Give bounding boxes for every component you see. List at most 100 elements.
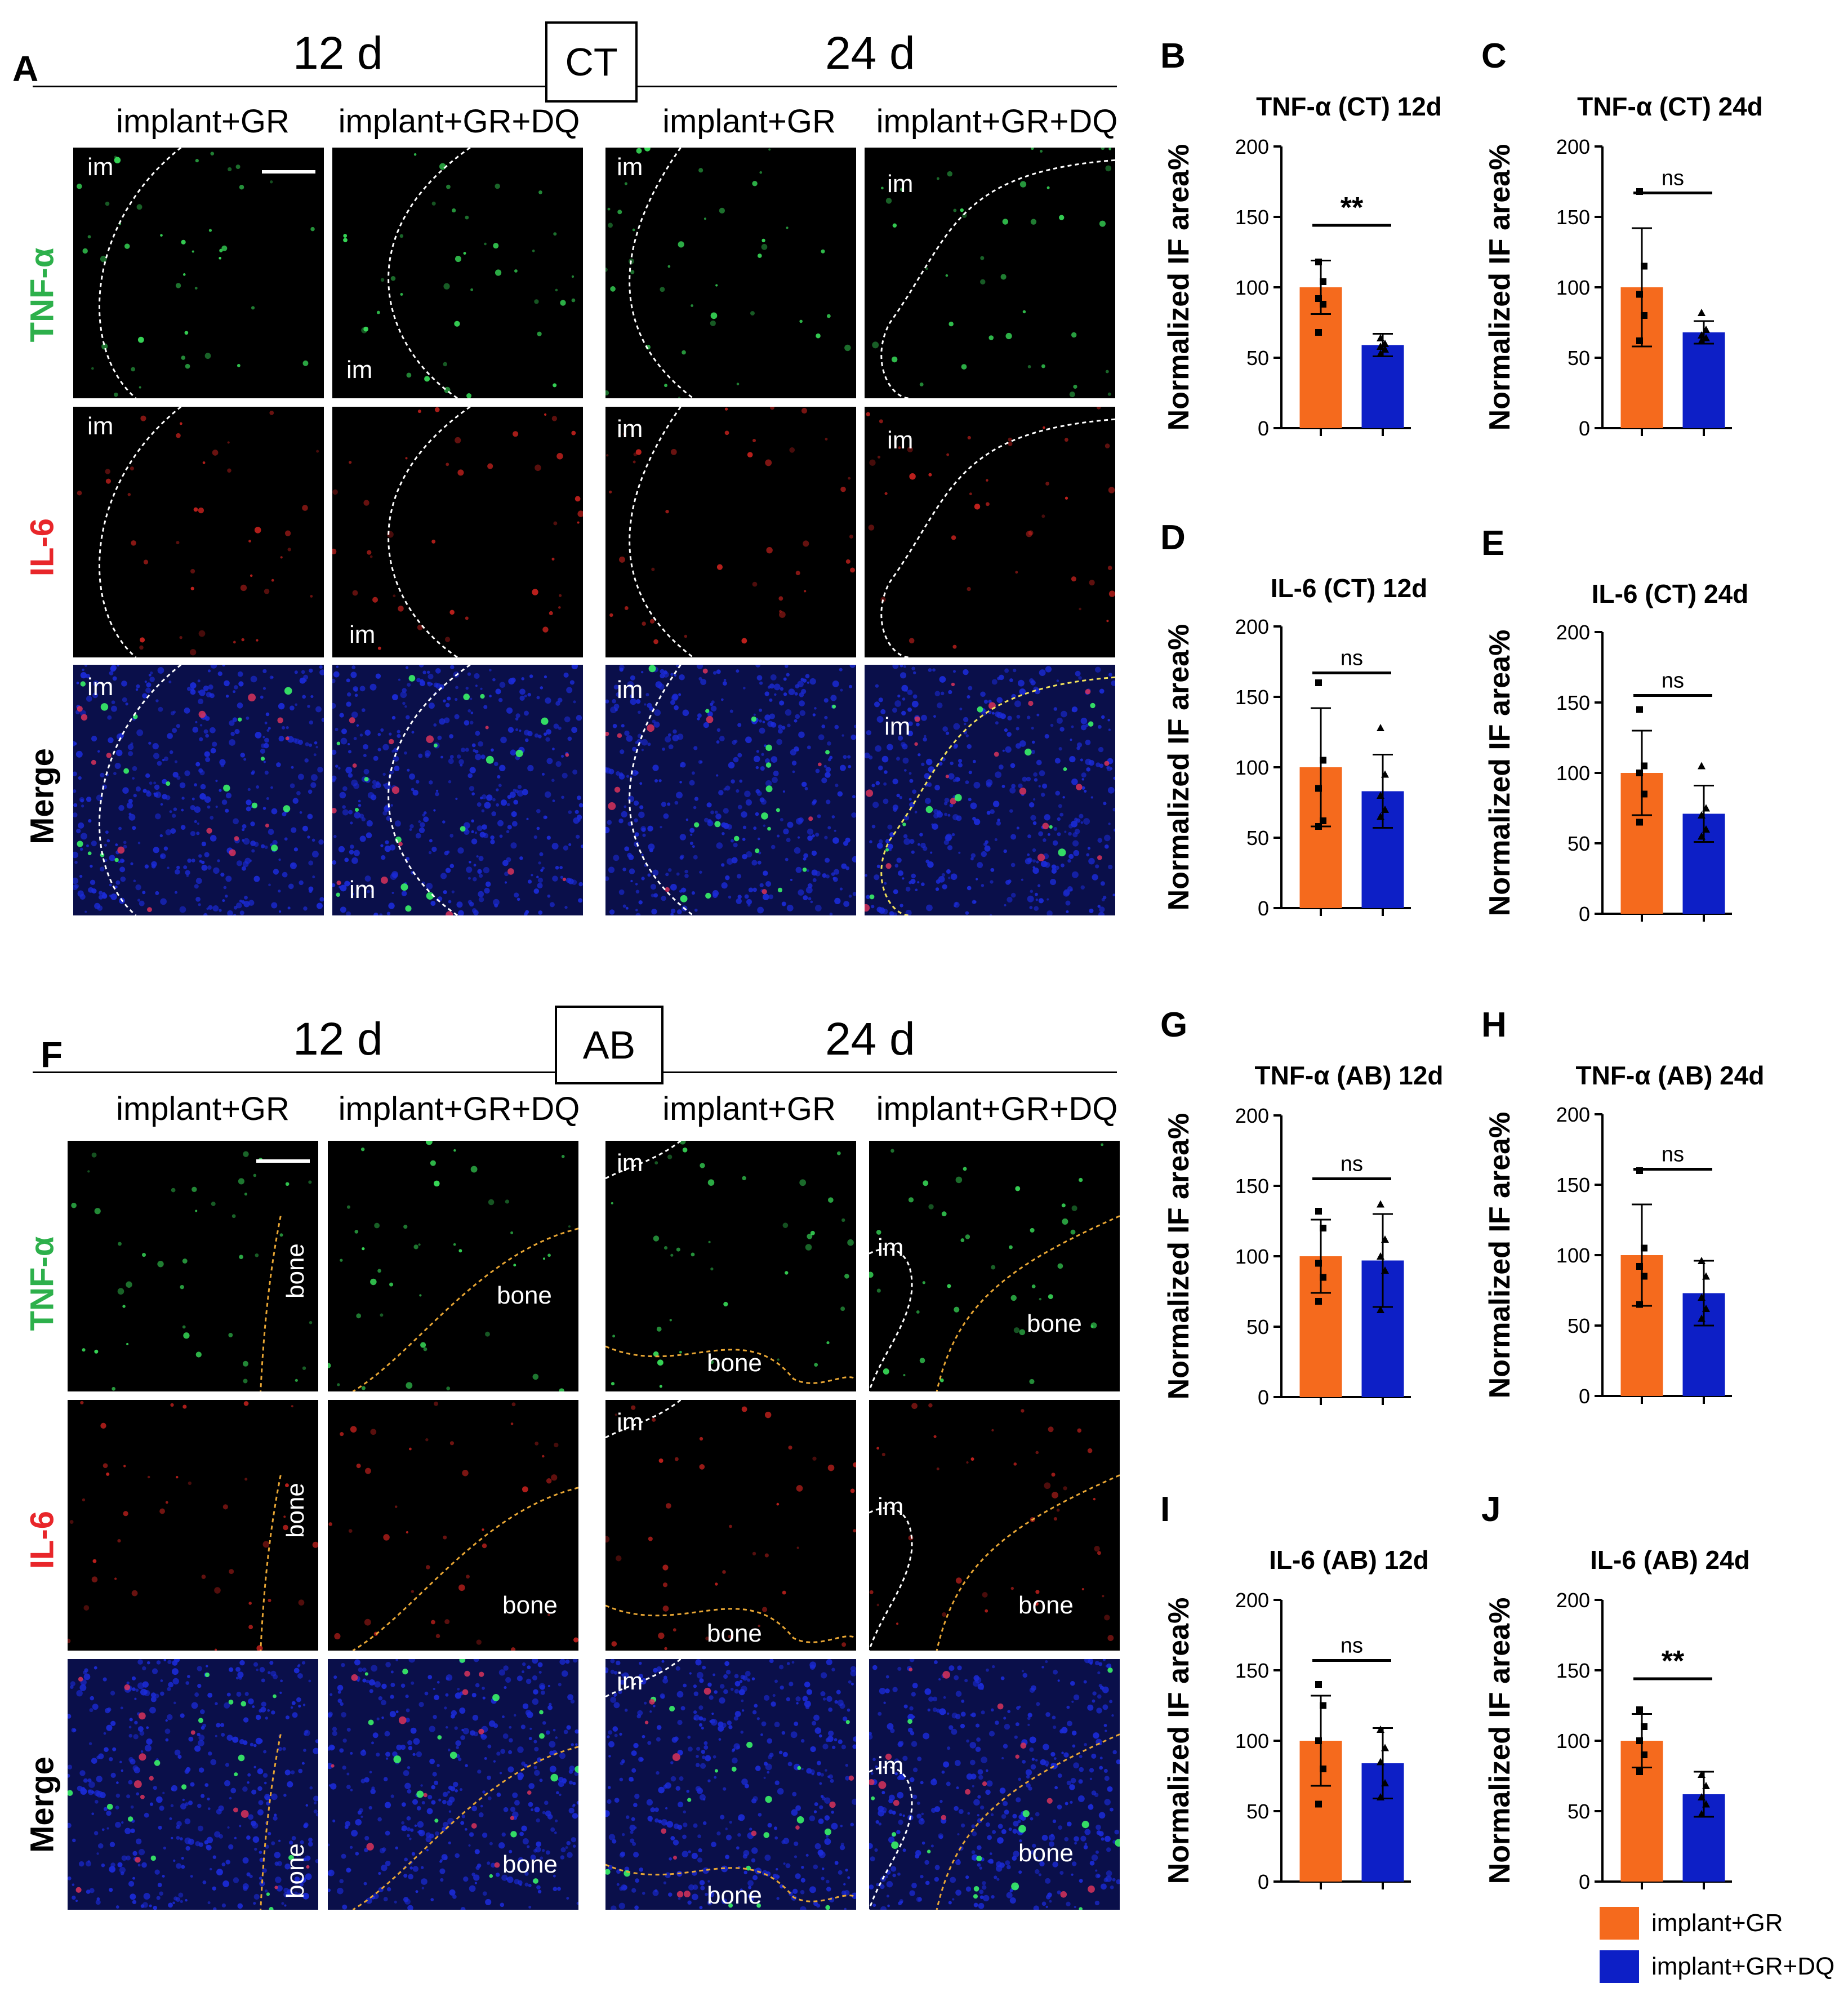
ct-micrograph-il6-4: im xyxy=(865,407,1115,657)
data-point-c-2-3 xyxy=(1698,331,1705,339)
data-point-h-1-3 xyxy=(1636,1263,1643,1270)
panel-letter-b: B xyxy=(1160,37,1186,75)
y-tick-label-g-150: 150 xyxy=(1235,1175,1269,1198)
data-point-b-2-3 xyxy=(1377,343,1384,350)
data-point-g-2-3 xyxy=(1377,1252,1384,1260)
data-point-e-1-1 xyxy=(1636,706,1643,713)
ab-label-1-2-1: bone xyxy=(497,1282,552,1309)
data-point-h-1-4 xyxy=(1641,1273,1647,1280)
panel-letter-f: F xyxy=(41,1034,63,1075)
panel-letter-g: G xyxy=(1160,1006,1187,1044)
y-tick-label-e-0: 0 xyxy=(1579,902,1590,926)
ct-label-3-4: im xyxy=(884,713,911,740)
ct-micrograph-merge-1: im xyxy=(73,665,324,915)
y-tick-label-c-50: 50 xyxy=(1568,346,1590,370)
y-tick-label-g-200: 200 xyxy=(1235,1104,1269,1127)
data-point-i-1-5 xyxy=(1315,1800,1322,1808)
ab-label-1-3-1: im xyxy=(617,1149,643,1177)
ab-label-3-4-1: im xyxy=(878,1752,904,1780)
data-point-j-2-3 xyxy=(1698,1793,1705,1800)
ab-micrograph-tnf-3: im bone xyxy=(605,1141,856,1391)
y-tick-label-b-200: 200 xyxy=(1235,135,1269,158)
ct-label-2-4: im xyxy=(887,426,914,454)
y-tick-label-d-0: 0 xyxy=(1258,897,1269,920)
ab-label-2-3-1: im xyxy=(617,1408,643,1436)
data-point-b-1-4 xyxy=(1320,301,1326,308)
data-point-e-2-2 xyxy=(1702,804,1710,812)
panel-letter-i: I xyxy=(1160,1490,1170,1529)
ab-day-right: 24 d xyxy=(825,1013,915,1065)
ct-label-2-2: im xyxy=(349,621,376,648)
data-point-j-1-2 xyxy=(1641,1723,1647,1730)
data-point-e-2-1 xyxy=(1698,762,1705,770)
ab-label-3-3-1: im xyxy=(617,1668,643,1695)
y-tick-label-e-100: 100 xyxy=(1556,762,1590,785)
ab-label-3-4-2: bone xyxy=(1018,1839,1074,1867)
data-point-d-1-4 xyxy=(1320,817,1326,824)
ab-label-1-4-1: im xyxy=(878,1234,904,1261)
panel-letter-a: A xyxy=(12,48,39,89)
y-tick-label-h-100: 100 xyxy=(1556,1244,1590,1267)
data-point-b-2-1 xyxy=(1377,334,1384,341)
bar-c-2 xyxy=(1682,332,1725,428)
ct-micrograph-merge-3: im xyxy=(605,665,856,915)
ab-micrograph-il6-1: bone xyxy=(68,1400,318,1651)
ab-label-1-1-1: bone xyxy=(282,1243,309,1299)
data-point-b-1-3 xyxy=(1315,295,1322,302)
ab-micrograph-merge-4: im bone xyxy=(869,1659,1120,1910)
significance-label-b: ** xyxy=(1341,192,1364,224)
data-point-j-1-1 xyxy=(1636,1706,1643,1713)
data-point-e-2-4 xyxy=(1702,825,1710,833)
data-point-d-1-3 xyxy=(1315,785,1322,792)
data-point-d-2-4 xyxy=(1381,806,1389,813)
y-tick-label-d-50: 50 xyxy=(1246,826,1269,850)
scale-bar-ct xyxy=(262,170,315,174)
y-tick-label-j-100: 100 xyxy=(1556,1729,1590,1753)
ct-col-header-3: implant+GR xyxy=(662,103,836,140)
data-point-i-1-4 xyxy=(1320,1766,1326,1772)
ct-micrograph-merge-4: im xyxy=(865,665,1115,915)
y-tick-label-i-100: 100 xyxy=(1235,1729,1269,1753)
chart-ylabel-c: Normalized IF area% xyxy=(1484,144,1516,431)
data-point-g-2-4 xyxy=(1381,1266,1389,1274)
chart-title-g: TNF-α (AB) 12d xyxy=(1255,1061,1444,1090)
ct-micrograph-tnf-1: im xyxy=(73,148,324,398)
data-point-c-2-2 xyxy=(1702,326,1710,333)
significance-label-d: ns xyxy=(1341,647,1363,670)
ct-micrograph-tnf-4: im xyxy=(865,148,1115,398)
ct-micrograph-il6-2: im xyxy=(332,407,583,657)
chart-title-c: TNF-α (CT) 24d xyxy=(1577,92,1763,121)
y-tick-label-e-50: 50 xyxy=(1568,832,1590,855)
data-point-i-2-5 xyxy=(1377,1793,1384,1800)
y-tick-label-d-100: 100 xyxy=(1235,756,1269,779)
y-tick-label-j-150: 150 xyxy=(1556,1659,1590,1682)
y-tick-label-e-150: 150 xyxy=(1556,691,1590,714)
data-point-j-2-5 xyxy=(1698,1810,1705,1817)
ab-label-3-3-2: bone xyxy=(707,1882,762,1909)
data-point-h-1-5 xyxy=(1636,1301,1643,1308)
ab-label-2-1-1: bone xyxy=(282,1483,309,1538)
panel-letter-e: E xyxy=(1481,524,1504,563)
y-tick-label-b-100: 100 xyxy=(1235,276,1269,299)
chart-title-b: TNF-α (CT) 12d xyxy=(1256,92,1442,121)
data-point-d-2-3 xyxy=(1377,791,1384,799)
legend-swatch-gr xyxy=(1600,1907,1639,1940)
significance-label-e: ns xyxy=(1662,669,1684,693)
ab-micrograph-il6-2: bone xyxy=(328,1400,578,1651)
ab-micrograph-il6-3: im bone xyxy=(605,1400,856,1651)
legend-swatch-gr-dq xyxy=(1600,1950,1639,1983)
data-point-d-2-2 xyxy=(1381,770,1389,778)
y-tick-label-b-150: 150 xyxy=(1235,206,1269,229)
ct-label-1-4: im xyxy=(887,170,914,198)
data-point-g-2-5 xyxy=(1377,1306,1384,1313)
y-tick-label-h-0: 0 xyxy=(1579,1385,1590,1408)
chart-title-j: IL-6 (AB) 24d xyxy=(1590,1545,1750,1575)
ab-label-2-3-2: bone xyxy=(707,1620,762,1647)
ct-label-1-1: im xyxy=(87,153,114,181)
ct-col-header-1: implant+GR xyxy=(116,103,290,140)
scale-bar-ab xyxy=(256,1159,310,1163)
data-point-h-1-2 xyxy=(1641,1244,1647,1252)
ab-label-1-4-2: bone xyxy=(1027,1310,1082,1337)
data-point-h-2-4 xyxy=(1702,1305,1710,1312)
